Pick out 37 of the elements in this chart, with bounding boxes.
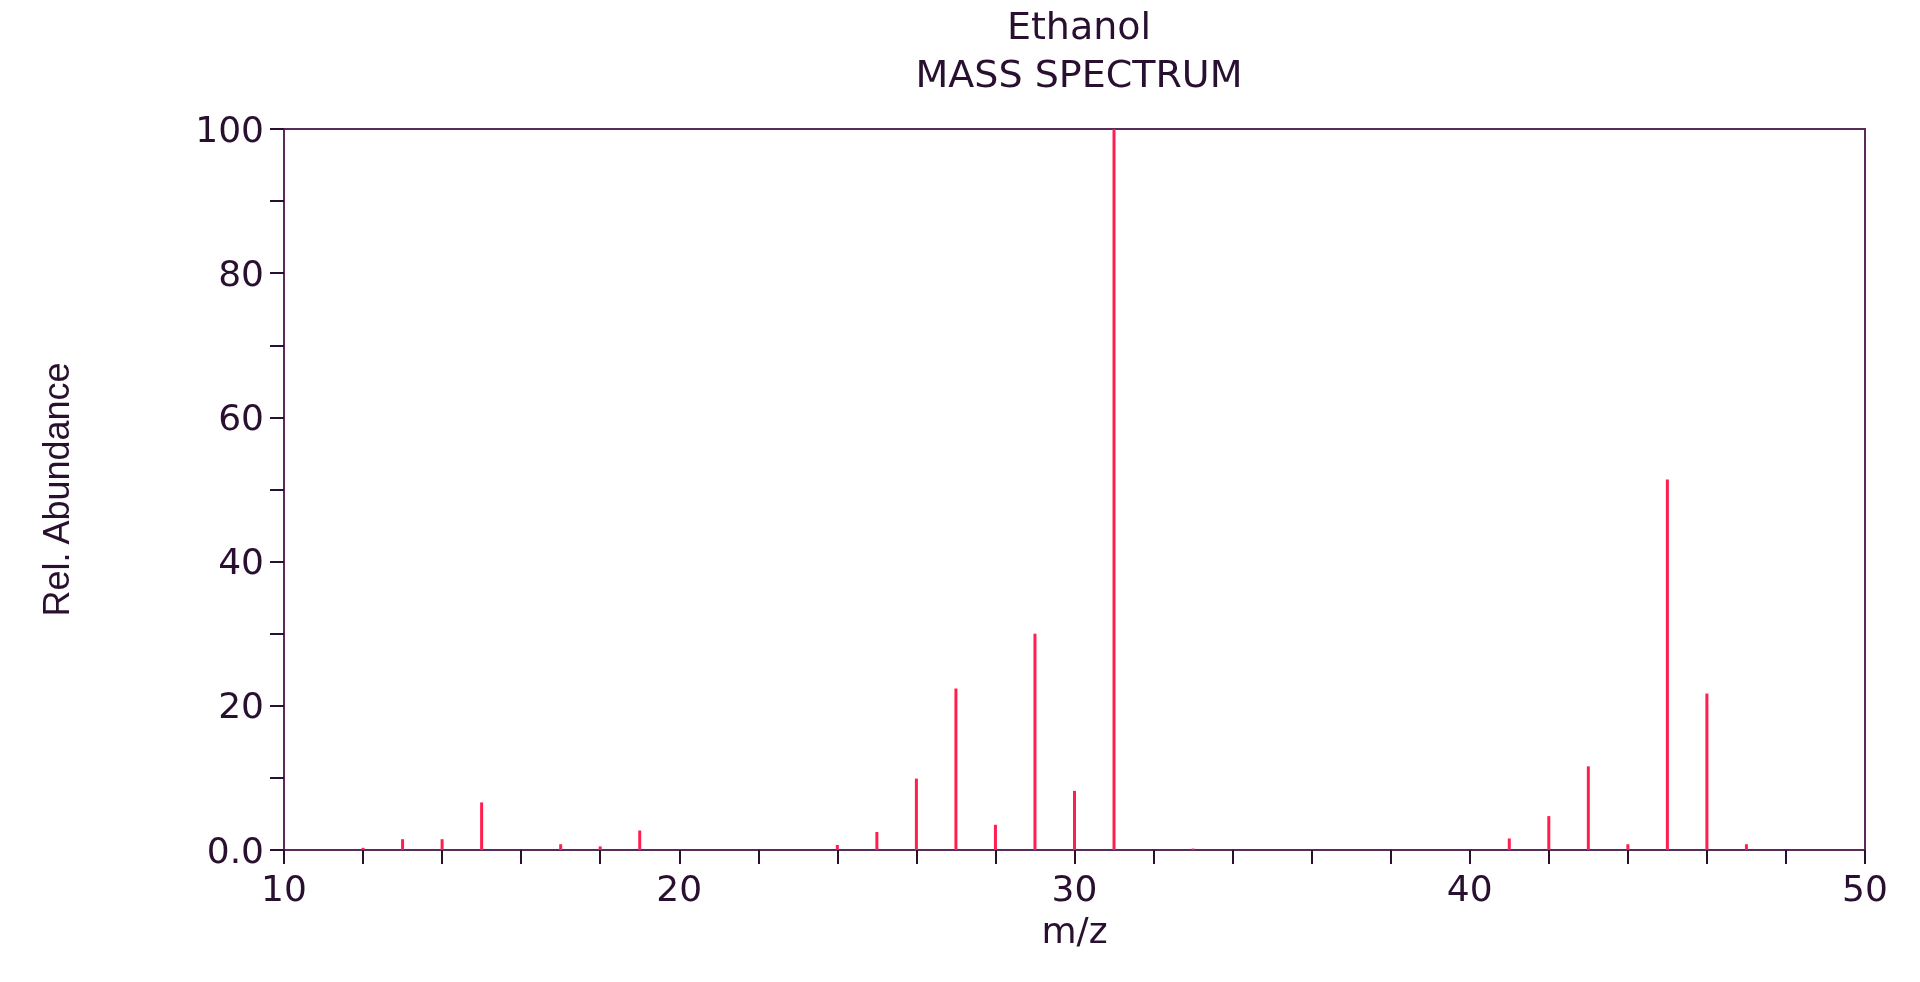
- chart-subtitle: MASS SPECTRUM: [915, 52, 1243, 96]
- y-tick-label: 0.0: [206, 829, 264, 871]
- y-tick-label: 20: [218, 685, 264, 727]
- x-tick-label: 50: [1842, 867, 1888, 909]
- bar: [1033, 633, 1037, 850]
- bar: [993, 824, 997, 850]
- bar: [1547, 816, 1551, 850]
- bar: [480, 802, 484, 850]
- bar: [1665, 479, 1669, 850]
- bar: [875, 831, 879, 850]
- bar: [1744, 844, 1748, 850]
- bar: [1586, 766, 1590, 850]
- x-tick-label: 20: [656, 867, 703, 909]
- y-axis-title: Rel. Abundance: [35, 362, 77, 617]
- bar: [559, 844, 563, 850]
- bar: [1073, 790, 1076, 850]
- bar: [598, 846, 602, 850]
- bar: [914, 778, 918, 850]
- y-tick-label: 80: [218, 252, 264, 294]
- bar: [1626, 844, 1630, 850]
- bar: [440, 839, 444, 850]
- bar: [1705, 693, 1709, 850]
- y-tick-label: 60: [218, 396, 264, 438]
- bar: [361, 847, 365, 850]
- x-tick-label: 10: [261, 867, 307, 909]
- bar: [835, 844, 839, 850]
- x-tick-label: 40: [1446, 867, 1493, 909]
- y-tick-label: 100: [195, 108, 264, 150]
- bar: [638, 830, 642, 850]
- bar: [401, 839, 405, 850]
- bar: [1112, 129, 1116, 850]
- chart-title: Ethanol: [1006, 4, 1152, 48]
- x-axis-title: m/z: [1041, 909, 1108, 951]
- x-tick-label: 30: [1051, 867, 1098, 909]
- bar: [1507, 838, 1511, 850]
- y-tick-label: 40: [218, 541, 264, 583]
- bar: [954, 688, 958, 850]
